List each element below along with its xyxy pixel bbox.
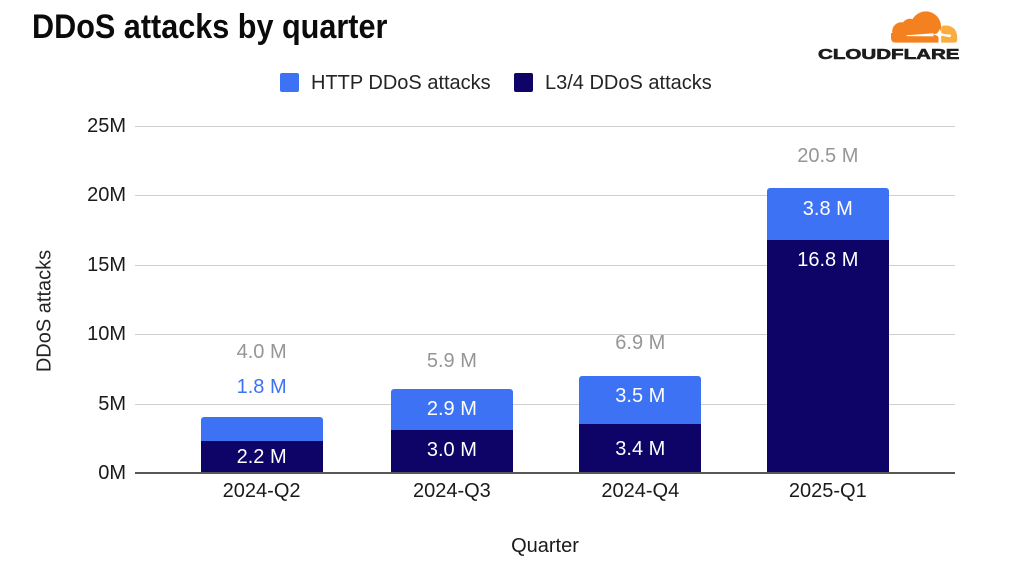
- svg-text:CLOUDFLARE: CLOUDFLARE: [818, 47, 960, 63]
